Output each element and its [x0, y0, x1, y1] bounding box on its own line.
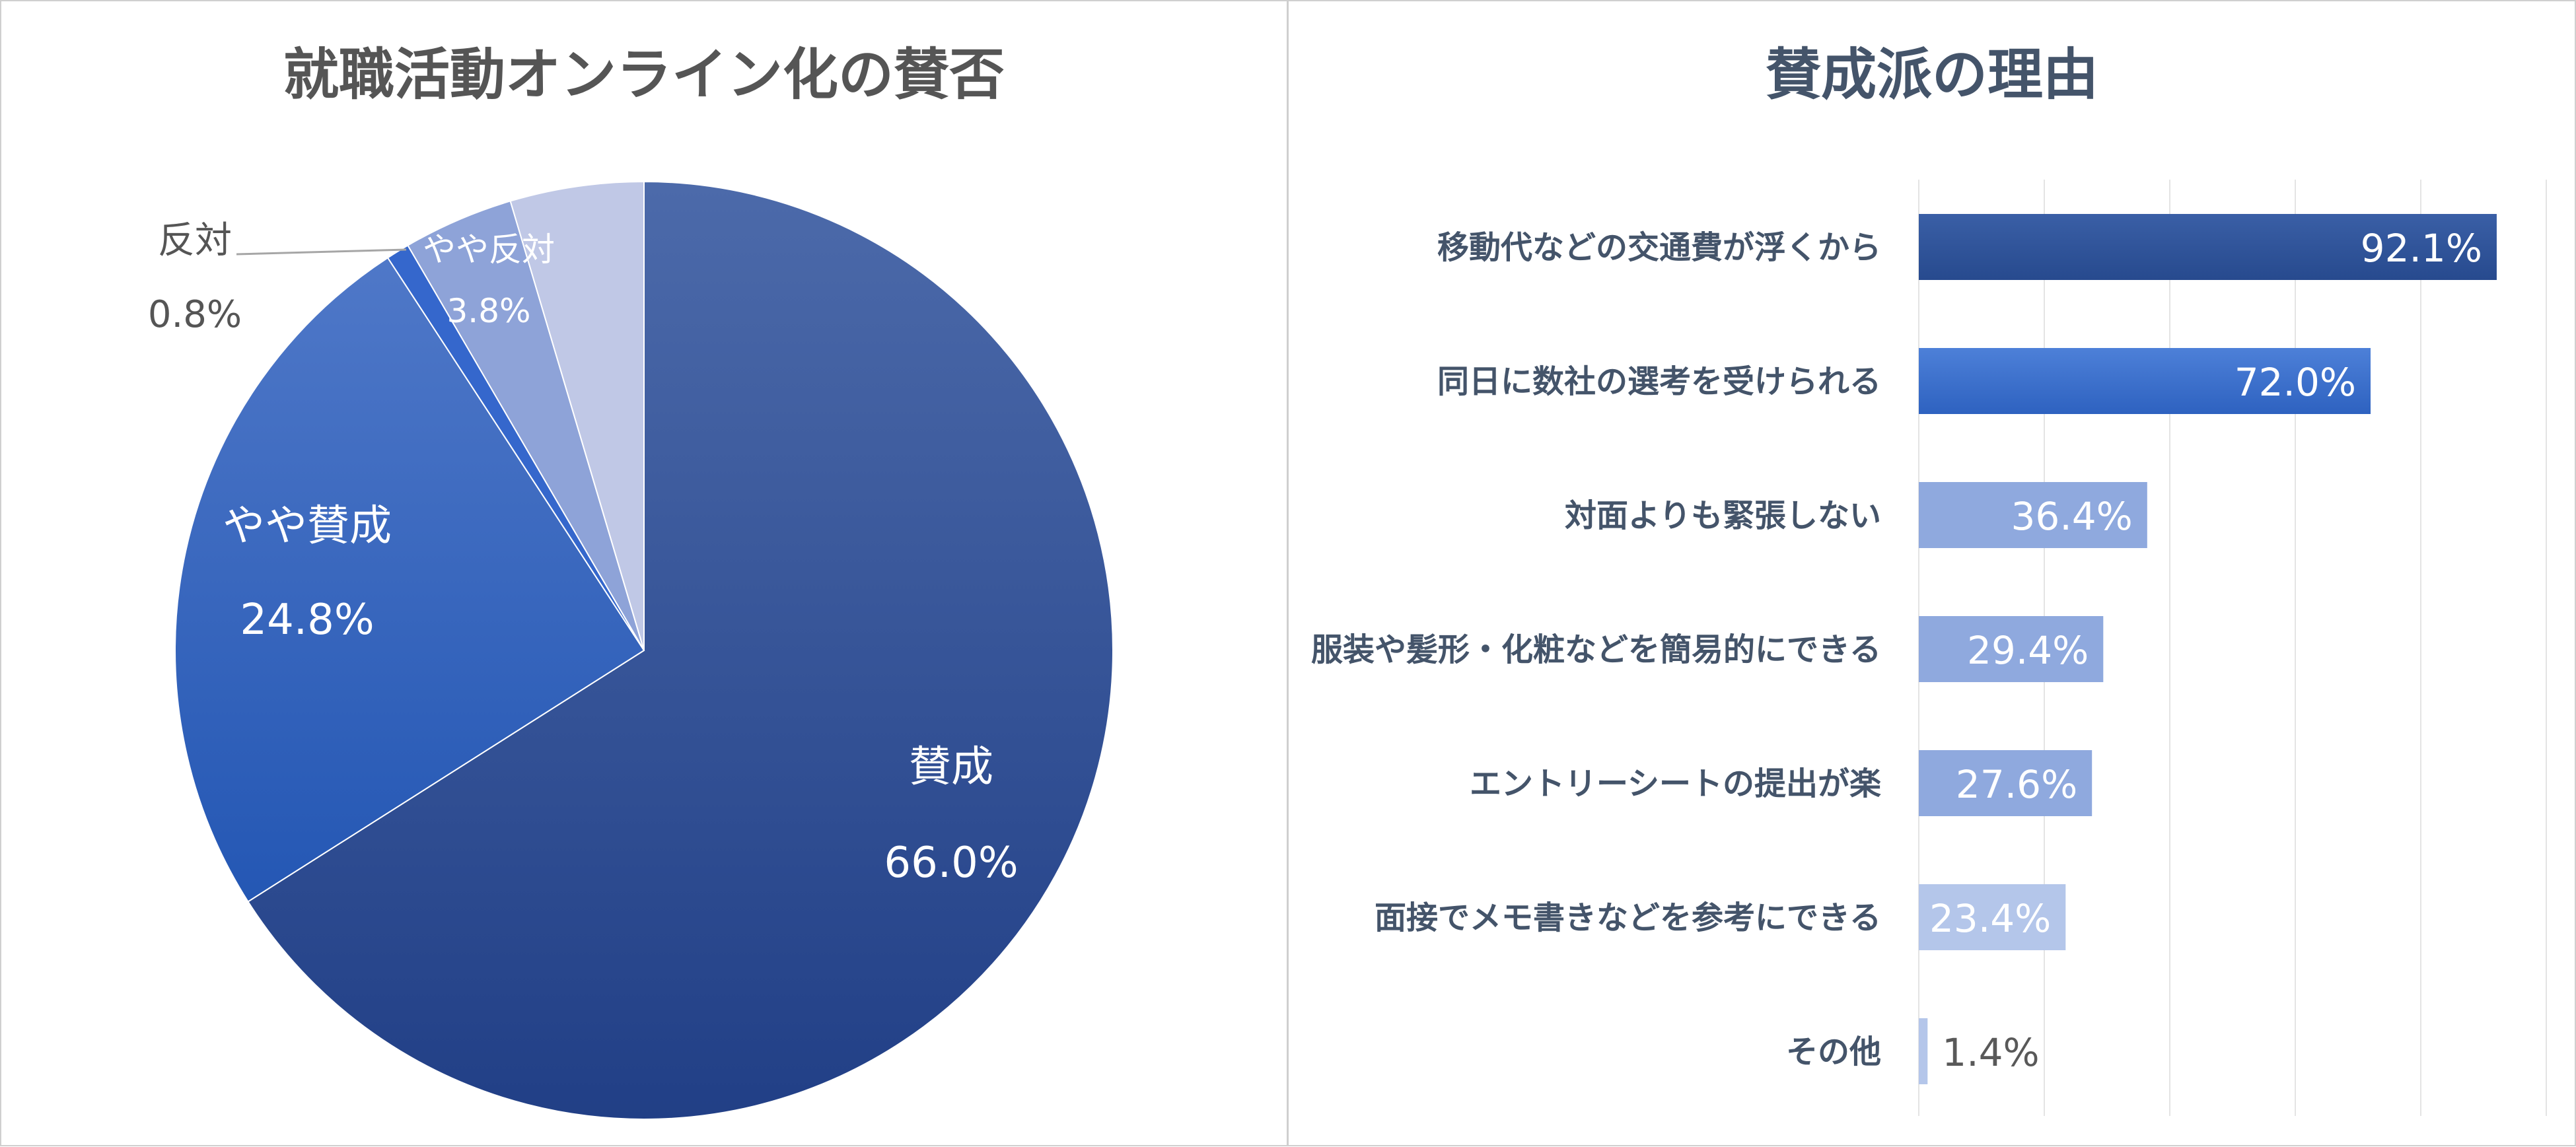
category-label: 同日に数社の選考を受けられる	[1437, 363, 1881, 400]
value-label: 29.4%	[1967, 628, 2089, 673]
pie-chart	[174, 180, 1114, 1120]
value-label: 1.4%	[1942, 1030, 2039, 1075]
slice-value-sansei: 66.0%	[884, 839, 1018, 887]
category-label: エントリーシートの提出が楽	[1470, 765, 1881, 802]
bar-5	[1919, 884, 2066, 950]
slice-value-yaya-sansei: 24.8%	[240, 596, 374, 644]
bar-chart: 移動代などの交通費が浮くから 92.1% 同日に数社の選考を受けられる 72.0% 対面…	[1311, 214, 2497, 1084]
value-label: 27.6%	[1956, 762, 2077, 807]
category-label: 服装や髪形・化粧などを簡易的にできる	[1311, 631, 1881, 668]
bar-6	[1919, 1018, 1928, 1084]
pie-slice-1	[174, 256, 645, 903]
category-label: 面接でメモ書きなどを参考にできる	[1375, 899, 1881, 936]
slice-value-yaya-hantai: 3.8%	[447, 292, 530, 330]
pie-slice-4	[509, 180, 645, 651]
value-label: 72.0%	[2235, 360, 2356, 405]
category-label: 対面よりも緊張しない	[1565, 497, 1881, 534]
bar-grid	[1918, 180, 2547, 1116]
bar-4	[1919, 750, 2093, 816]
value-label: 92.1%	[2361, 226, 2482, 271]
slice-value-hantai: 0.8%	[148, 293, 242, 336]
slice-label-yaya-hantai: やや反対	[423, 230, 555, 269]
category-label: その他	[1786, 1033, 1881, 1070]
value-label: 36.4%	[2011, 494, 2133, 539]
bar-chart-title: 賛成派の理由	[1766, 42, 2098, 107]
slice-label-hantai: 反対	[158, 219, 232, 262]
bar-2	[1919, 482, 2147, 548]
pie-labels: 賛成 66.0% やや賛成 24.8% 反対 0.8% やや反対 3.8%	[148, 219, 1019, 887]
slice-label-sansei: 賛成	[909, 743, 993, 792]
bar-3	[1919, 616, 2104, 682]
slice-label-yaya-sansei: やや賛成	[223, 502, 392, 551]
right-panel	[1287, 0, 2576, 1146]
pie-chart-title: 就職活動オンライン化の賛否	[283, 42, 1005, 107]
pie-slice-0	[247, 180, 1114, 1120]
bar-0	[1919, 214, 2497, 280]
bar-1	[1919, 348, 2371, 414]
value-label: 23.4%	[1929, 896, 2051, 941]
hantai-leader-line	[236, 248, 407, 256]
category-label: 移動代などの交通費が浮くから	[1437, 229, 1881, 266]
